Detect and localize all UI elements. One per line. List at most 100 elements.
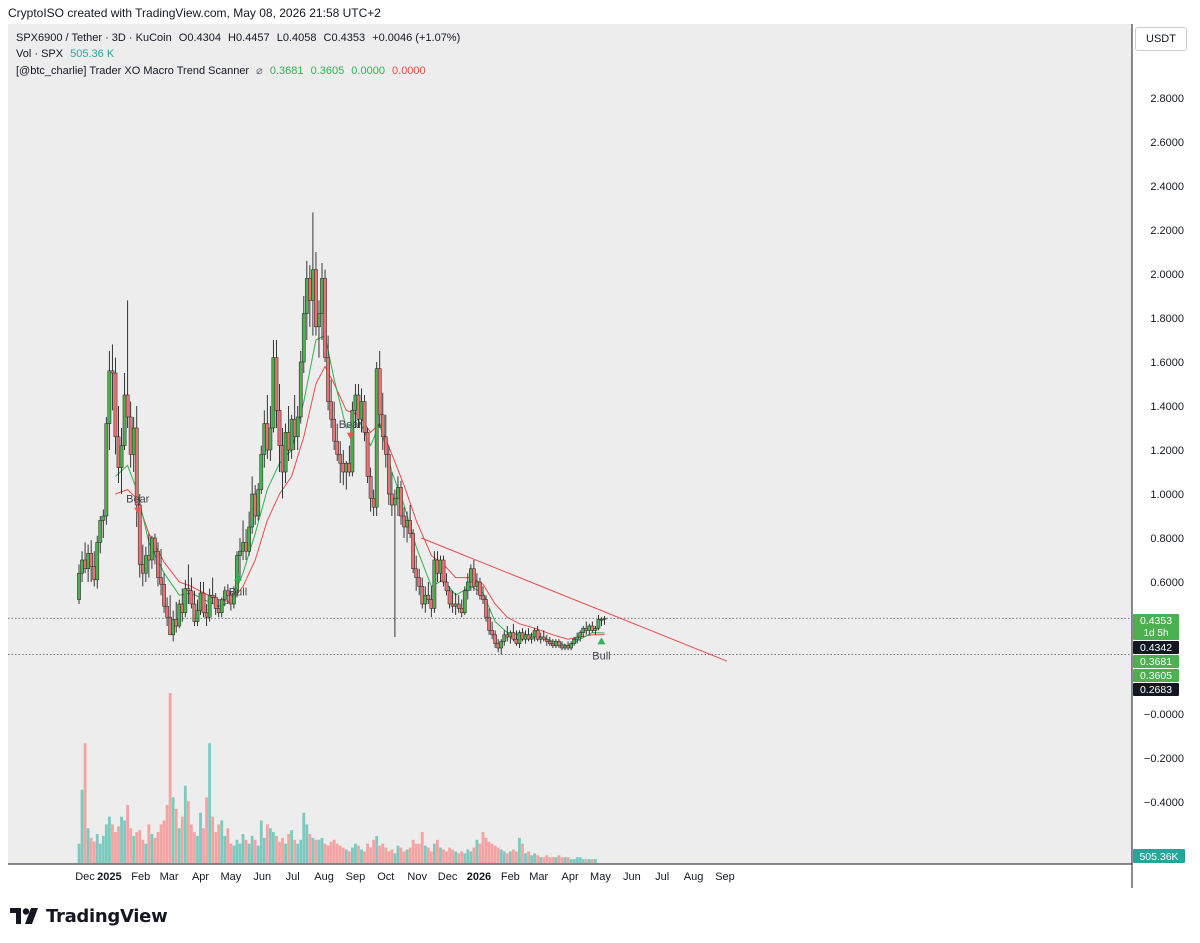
bull-signal-arrow	[597, 637, 606, 645]
volume-bar	[560, 857, 564, 863]
close-value: C0.4353	[323, 32, 366, 44]
tradingview-logo[interactable]: TradingView	[10, 905, 168, 927]
y-tick-label: 2.0000	[1150, 269, 1184, 281]
candle	[323, 269, 327, 362]
candle-body	[83, 559, 87, 570]
volume-bar	[120, 816, 123, 863]
candle-body	[198, 592, 203, 611]
candle-body	[311, 269, 315, 301]
candle-body	[113, 372, 118, 438]
volume-bar	[408, 847, 412, 863]
x-tick-label: Dec	[75, 871, 95, 883]
indicator-legend-label: [@btc_charlie] Trader XO Macro Trend Sca…	[16, 65, 250, 77]
candle	[80, 551, 84, 582]
candle-body	[371, 498, 376, 508]
candle	[207, 588, 212, 622]
candle	[104, 417, 109, 525]
candle	[101, 509, 106, 538]
volume-bar	[341, 847, 345, 863]
candle-body	[289, 418, 294, 451]
plot-area[interactable]	[8, 24, 1132, 864]
volume-bar	[378, 845, 382, 863]
volume-bar	[360, 849, 363, 863]
eye-off-icon[interactable]: ⌀	[256, 65, 263, 77]
candle-body	[487, 616, 491, 631]
bear-signal-label: Bear	[126, 494, 150, 506]
volume-bar	[80, 789, 84, 863]
candle-body	[390, 493, 394, 506]
candle-body	[469, 568, 473, 583]
volume-bar	[211, 816, 215, 863]
candle-body	[529, 636, 534, 640]
candle	[566, 641, 570, 651]
candle-body	[153, 537, 157, 552]
candle	[569, 641, 573, 651]
volume-bar	[171, 797, 175, 863]
candle-body	[304, 278, 309, 314]
candle	[517, 630, 522, 648]
volume-bar	[393, 853, 397, 863]
volume-bar	[126, 805, 130, 863]
volume-bar	[457, 853, 461, 863]
volume-bar	[493, 845, 497, 863]
candle	[426, 582, 431, 604]
x-tick-label: Apr	[192, 871, 209, 883]
indicator-value-1: 0.3681	[269, 65, 304, 77]
candle-body	[453, 603, 458, 607]
currency-button[interactable]: USDT	[1135, 27, 1187, 51]
candle	[195, 599, 200, 626]
symbol-legend[interactable]: SPX6900 / Tether · 3D · KuCoin O0.4304 H…	[16, 32, 464, 44]
candle	[165, 597, 169, 626]
volume-bar	[117, 826, 120, 863]
candle-body	[186, 588, 191, 592]
candle	[189, 577, 194, 609]
candle-body	[423, 594, 428, 605]
volume-legend[interactable]: Vol · SPX 505.36 K	[16, 48, 118, 60]
trend-line	[421, 537, 728, 662]
candle	[226, 584, 230, 604]
y-tick-label: 0.8000	[1150, 533, 1184, 545]
volume-bar	[347, 851, 351, 863]
candle-body	[551, 643, 555, 647]
volume-bar	[396, 845, 400, 863]
volume-bar	[502, 851, 506, 863]
candle-body	[137, 504, 142, 565]
high-value: H0.4457	[228, 32, 270, 44]
candle-body	[462, 590, 467, 614]
candle	[92, 551, 97, 587]
volume-bar	[95, 834, 99, 863]
volume-bars-layer	[77, 693, 597, 863]
y-tick-label: 1.8000	[1150, 313, 1184, 325]
candle-body	[581, 627, 586, 633]
candle-body	[95, 542, 100, 581]
volume-bar	[253, 839, 257, 863]
volume-bar	[551, 857, 555, 863]
candle-body	[116, 436, 121, 468]
candle	[329, 379, 333, 428]
volume-bar	[478, 843, 482, 863]
candle	[116, 406, 121, 483]
y-tick-label: 0.6000	[1150, 577, 1184, 589]
candle	[584, 621, 589, 635]
volume-bar	[250, 835, 254, 863]
candle	[557, 639, 561, 648]
indicator-legend[interactable]: [@btc_charlie] Trader XO Macro Trend Sca…	[16, 64, 430, 77]
volume-bar	[357, 845, 360, 863]
symbol-name: SPX6900 / Tether · 3D · KuCoin	[16, 32, 172, 44]
volume-bar	[238, 843, 242, 863]
volume-bar	[107, 816, 111, 863]
candle	[599, 617, 604, 626]
candle-body	[465, 581, 470, 592]
candle	[295, 406, 300, 450]
candle	[128, 401, 133, 468]
volume-bar	[593, 859, 597, 863]
volume-bar	[515, 851, 518, 863]
candle-body	[174, 619, 179, 627]
candle	[298, 351, 303, 424]
volume-bar	[545, 855, 549, 863]
candle	[602, 615, 607, 625]
volume-bar	[247, 843, 251, 863]
bear-signal-arrow	[134, 507, 142, 514]
candle-body	[134, 427, 139, 506]
